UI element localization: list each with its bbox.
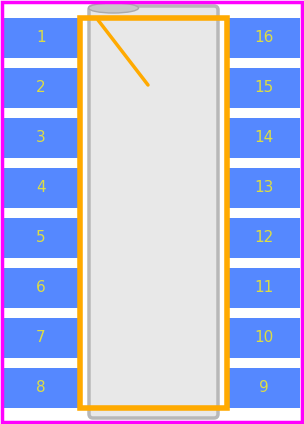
Text: 12: 12 [254,231,274,245]
Bar [4,368,78,408]
Bar [228,368,300,408]
Bar [4,318,78,358]
Text: 16: 16 [254,31,274,45]
Text: 15: 15 [254,81,274,95]
Text: 7: 7 [36,330,46,346]
Text: 5: 5 [36,231,46,245]
Bar [228,218,300,258]
Bar [228,268,300,308]
Bar [4,218,78,258]
Bar [4,68,78,108]
Bar [228,18,300,58]
Bar [228,68,300,108]
Text: 10: 10 [254,330,274,346]
Text: 8: 8 [36,380,46,396]
Bar [4,18,78,58]
Text: 2: 2 [36,81,46,95]
Text: 1: 1 [36,31,46,45]
Text: 14: 14 [254,131,274,145]
Text: 4: 4 [36,181,46,195]
Text: 9: 9 [259,380,269,396]
Bar [4,268,78,308]
Bar [228,118,300,158]
Text: 13: 13 [254,181,274,195]
Text: 6: 6 [36,281,46,296]
Text: 3: 3 [36,131,46,145]
Ellipse shape [88,3,139,13]
Bar [80,18,227,408]
Bar [4,118,78,158]
FancyBboxPatch shape [89,6,218,418]
Bar [228,318,300,358]
Bar [4,168,78,208]
Bar [228,168,300,208]
Text: 11: 11 [254,281,274,296]
